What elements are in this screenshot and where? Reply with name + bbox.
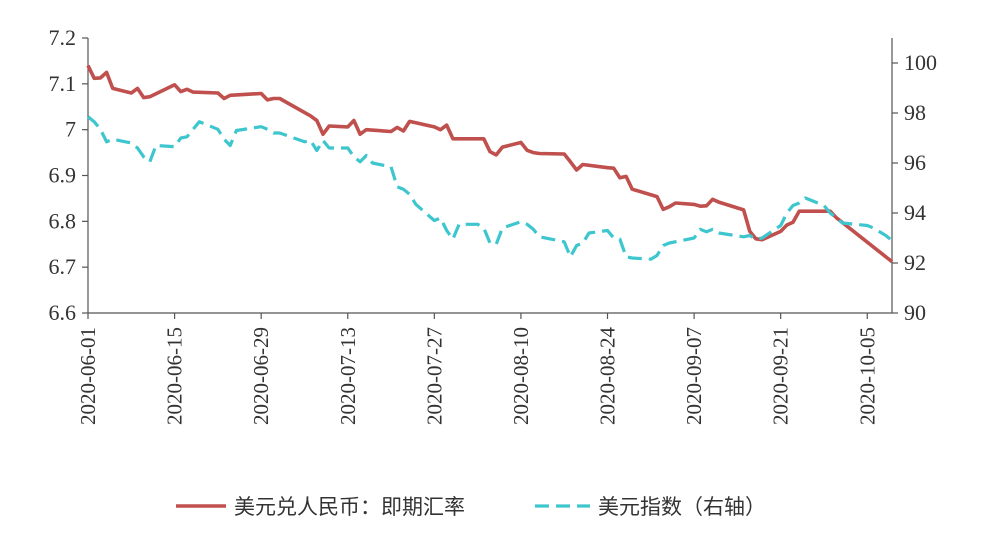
y-tick-label: 7.2 <box>49 25 77 50</box>
y-tick-label: 6.9 <box>49 163 77 188</box>
x-tick-label: 2020-06-29 <box>249 327 273 425</box>
y2-tick-label: 92 <box>904 250 926 275</box>
y-tick-label: 7.1 <box>49 71 77 96</box>
x-tick-label: 2020-07-27 <box>422 327 446 425</box>
y2-tick-label: 100 <box>904 50 937 75</box>
y-tick-label: 6.8 <box>49 208 77 233</box>
axes: 6.6 6.7 6.8 6.9 7 7.1 7.2 90 92 94 96 98 100 2020-06-… <box>49 25 938 425</box>
series-line-2 <box>87 115 894 261</box>
y-tick-label: 7 <box>65 117 76 142</box>
x-tick-label: 2020-10-05 <box>855 327 879 425</box>
y2-tick-label: 90 <box>904 300 926 325</box>
y-tick-label: 6.7 <box>49 254 77 279</box>
y2-tick-label: 96 <box>904 150 926 175</box>
legend-label-1: 美元兑人民币：即期汇率 <box>234 495 465 519</box>
x-tick-label: 2020-09-07 <box>682 327 706 425</box>
legend-label-2: 美元指数（右轴） <box>598 495 766 519</box>
x-tick-label: 2020-06-01 <box>76 327 100 425</box>
y2-tick-label: 94 <box>904 200 926 225</box>
series-line-1 <box>86 64 894 264</box>
legend: 美元兑人民币：即期汇率 美元指数（右轴） <box>176 495 766 519</box>
series-2 <box>87 115 894 261</box>
series-layer <box>86 64 894 264</box>
y-tick-label: 6.6 <box>49 300 77 325</box>
x-tick-label: 2020-06-15 <box>163 327 187 425</box>
x-tick-label: 2020-08-10 <box>509 327 533 425</box>
x-tick-label: 2020-07-13 <box>336 327 360 425</box>
series-1 <box>86 64 894 264</box>
y2-tick-label: 98 <box>904 100 926 125</box>
x-tick-label: 2020-08-24 <box>596 327 620 425</box>
x-tick-label: 2020-09-21 <box>769 327 793 425</box>
